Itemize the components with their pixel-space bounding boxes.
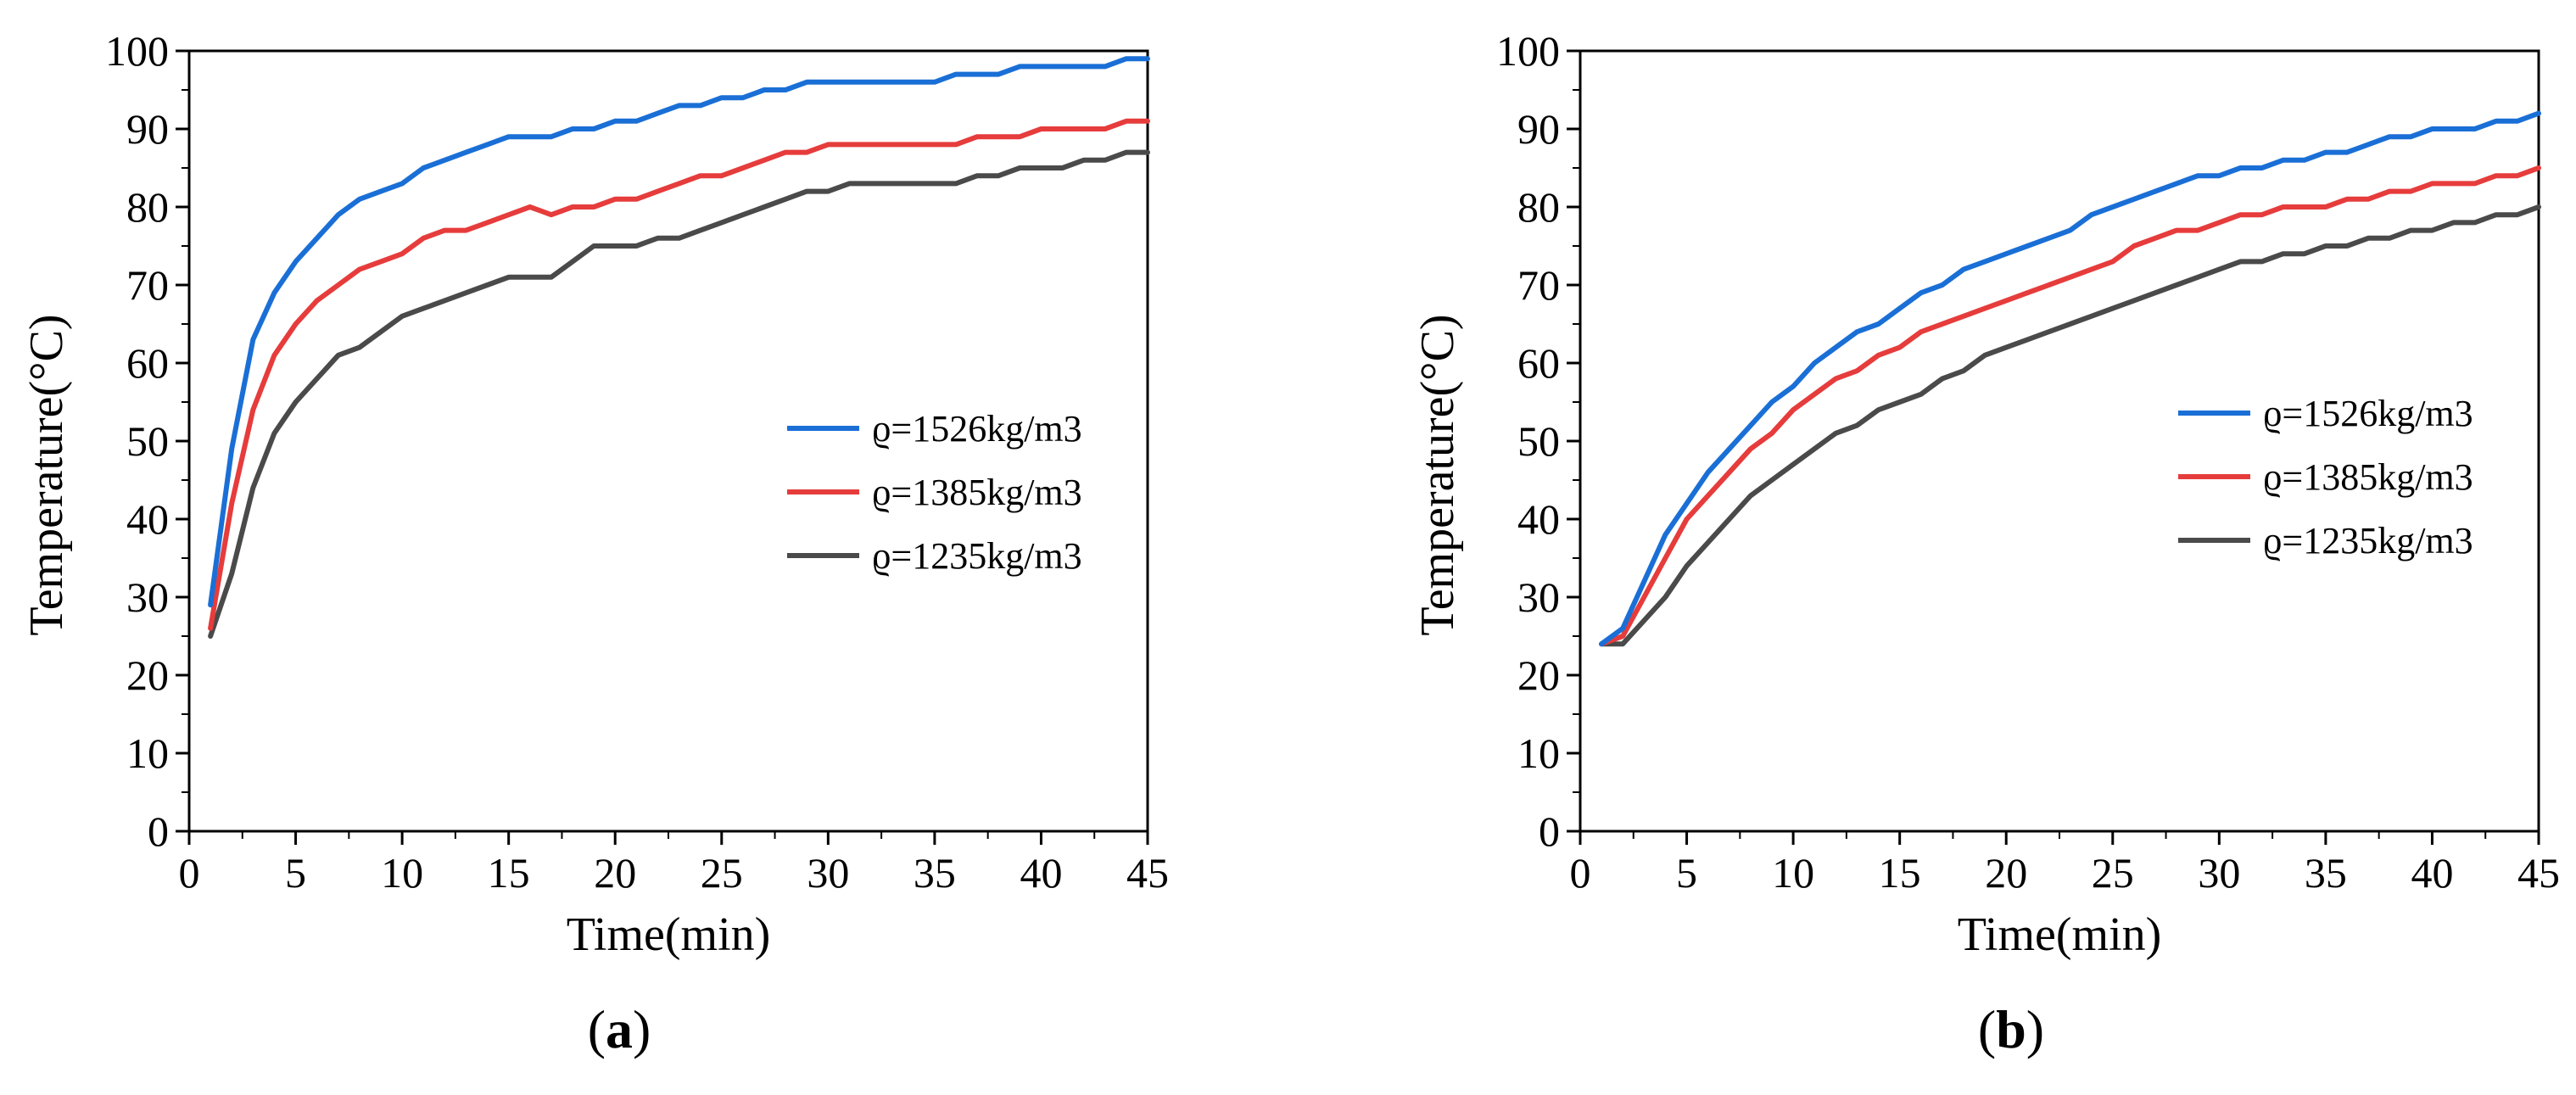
y-tick-label: 100 — [1496, 27, 1560, 75]
series-line-3 — [208, 149, 1150, 639]
x-tick-label: 15 — [488, 849, 530, 897]
series-line-1 — [208, 56, 1150, 608]
x-tick-label: 25 — [701, 849, 743, 897]
x-tick-label: 40 — [2411, 849, 2453, 897]
x-tick-label: 10 — [381, 849, 423, 897]
x-tick-label: 40 — [1020, 849, 1062, 897]
x-tick-label: 45 — [2517, 849, 2560, 897]
y-axis-title: Temperature(°C) — [1411, 314, 1464, 635]
series-line-2 — [208, 118, 1150, 631]
panel-label: (a) — [588, 999, 651, 1059]
y-tick-label: 30 — [126, 573, 169, 621]
x-tick-label: 25 — [2092, 849, 2134, 897]
chart-panel-a: 0 10 20 30 40 50 60 70 80 90 100 0 5 10 15 20 25 30 35 40 45… — [20, 27, 1169, 1059]
y-tick-label: 30 — [1517, 573, 1560, 621]
y-tick-label: 0 — [1539, 807, 1560, 855]
y-tick-label: 10 — [126, 729, 169, 777]
y-tick-label: 70 — [126, 261, 169, 309]
panel-letter: a — [606, 999, 633, 1059]
y-tick-label: 70 — [1517, 261, 1560, 309]
panel-letter: b — [1996, 999, 2026, 1059]
y-tick-label: 80 — [126, 183, 169, 231]
plot-frame — [1579, 49, 2540, 833]
x-tick-label: 15 — [1879, 849, 1921, 897]
x-axis-title: Time(min) — [1958, 908, 2162, 961]
y-tick-label: 40 — [126, 495, 169, 543]
y-tick-label: 100 — [105, 27, 169, 75]
series-line-3 — [1599, 204, 2541, 647]
x-tick-label: 10 — [1772, 849, 1814, 897]
x-tick-label: 5 — [1676, 849, 1697, 897]
y-tick-label: 40 — [1517, 495, 1560, 543]
legend-label: ϱ=1385kg/m3 — [2263, 456, 2473, 498]
y-tick-label: 90 — [126, 105, 169, 153]
x-tick-label: 0 — [179, 849, 200, 897]
x-axis-title: Time(min) — [567, 908, 771, 961]
y-tick-label: 60 — [126, 339, 169, 387]
x-tick-label: 20 — [594, 849, 636, 897]
x-tick-label: 45 — [1126, 849, 1169, 897]
legend-label: ϱ=1526kg/m3 — [2263, 393, 2473, 434]
x-tick-label: 5 — [285, 849, 306, 897]
y-tick-label: 50 — [1517, 417, 1560, 465]
x-tick-label: 20 — [1985, 849, 2027, 897]
panel-label: (b) — [1978, 999, 2044, 1059]
x-tick-label: 30 — [807, 849, 849, 897]
x-tick-label: 35 — [2305, 849, 2347, 897]
y-tick-label: 60 — [1517, 339, 1560, 387]
x-tick-label: 35 — [914, 849, 956, 897]
x-tick-label: 30 — [2198, 849, 2240, 897]
y-tick-label: 10 — [1517, 729, 1560, 777]
legend-label: ϱ=1235kg/m3 — [872, 535, 1082, 577]
legend-label: ϱ=1526kg/m3 — [872, 408, 1082, 450]
y-axis-title: Temperature(°C) — [20, 314, 73, 635]
y-tick-label: 20 — [1517, 651, 1560, 699]
x-tick-label: 0 — [1570, 849, 1591, 897]
series-line-2 — [1599, 165, 2541, 647]
legend-label: ϱ=1385kg/m3 — [872, 472, 1082, 513]
series-line-1 — [1599, 110, 2541, 647]
legend-label: ϱ=1235kg/m3 — [2263, 520, 2473, 561]
y-tick-label: 90 — [1517, 105, 1560, 153]
y-tick-label: 80 — [1517, 183, 1560, 231]
y-tick-label: 50 — [126, 417, 169, 465]
y-tick-label: 0 — [148, 807, 169, 855]
chart-panel-b: 0 10 20 30 40 50 60 70 80 90 100 0 5 10 15 20 25 30 35 40 45… — [1411, 27, 2560, 1059]
y-tick-label: 20 — [126, 651, 169, 699]
